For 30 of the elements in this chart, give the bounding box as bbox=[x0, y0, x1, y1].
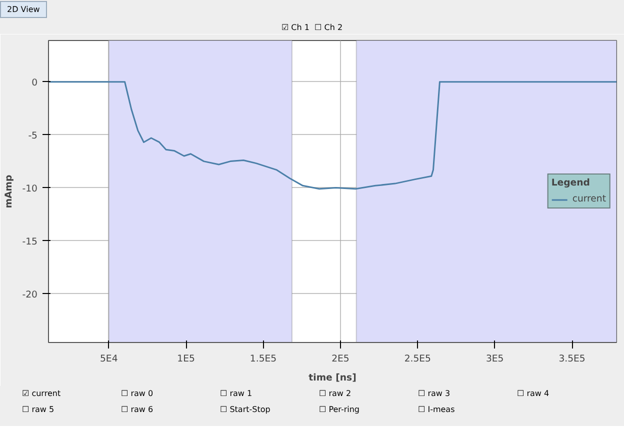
legend-label: current bbox=[572, 194, 606, 204]
text: 2D View bbox=[0, 1, 47, 18]
text: ☐ raw 6 bbox=[121, 404, 154, 416]
x-tick-label: 5E4 bbox=[100, 354, 118, 364]
y-tick-label: -5 bbox=[28, 130, 38, 142]
x-tick-label: 3.5E5 bbox=[558, 354, 586, 364]
text: ☐ raw 4 bbox=[517, 388, 550, 400]
x-tick-label: 3E5 bbox=[486, 354, 504, 364]
text: ☐ raw 2 bbox=[319, 388, 352, 400]
text: ☐ raw 1 bbox=[220, 388, 254, 400]
x-tick-label: 1E5 bbox=[177, 354, 196, 364]
y-axis-title: mAmp bbox=[3, 174, 14, 208]
text: ☐ raw 5 bbox=[22, 404, 56, 416]
text: ☐ Start-Stop bbox=[220, 404, 272, 416]
text: ☐ I-meas bbox=[418, 404, 456, 416]
text: ☐ raw 0 bbox=[121, 388, 154, 400]
y-tick-label: -20 bbox=[22, 289, 38, 300]
text: ☐ Per-ring bbox=[319, 404, 360, 416]
x-tick-label: 2.5E5 bbox=[404, 354, 432, 364]
text: ☐ raw 3 bbox=[418, 388, 452, 400]
text: ☑ current bbox=[22, 388, 62, 400]
y-tick-label: 0 bbox=[32, 77, 38, 88]
line-series bbox=[48, 81, 616, 190]
legend-title: Legend bbox=[551, 178, 591, 188]
y-tick-label: -15 bbox=[22, 236, 38, 248]
x-axis-title: time [ns] bbox=[308, 372, 356, 384]
x-tick-label: 2E5 bbox=[332, 354, 350, 364]
y-tick-label: -10 bbox=[22, 183, 38, 194]
text: ☑ Ch 1 ☐ Ch 2 bbox=[281, 23, 343, 32]
x-tick-label: 1.5E5 bbox=[250, 354, 277, 364]
